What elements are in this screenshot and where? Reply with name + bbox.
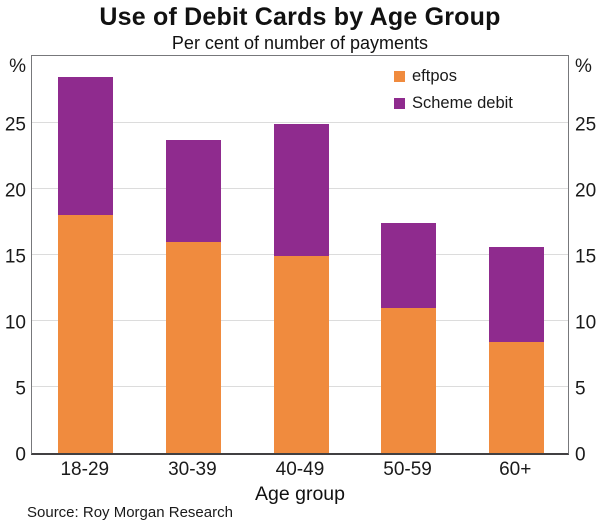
bar-segment-eftpos xyxy=(273,256,329,453)
bar-segment-eftpos xyxy=(381,307,437,453)
bar-segment-eftpos xyxy=(58,215,114,453)
y-tick-left-10: 10 xyxy=(4,312,26,334)
bar-18-29 xyxy=(58,76,114,453)
y-tick-left-0: 0 xyxy=(15,444,26,466)
x-tick-60-: 60+ xyxy=(499,459,532,480)
x-tick-30-39: 30-39 xyxy=(168,459,217,480)
x-tick-18-29: 18-29 xyxy=(60,459,110,480)
x-tick-50-59: 50-59 xyxy=(383,459,432,480)
bar-segment-scheme-debit xyxy=(58,76,114,216)
bar-segment-scheme-debit xyxy=(381,223,437,308)
y-tick-right-15: 15 xyxy=(575,246,597,268)
bar-segment-scheme-debit xyxy=(165,140,221,242)
x-tick-40-49: 40-49 xyxy=(275,459,325,480)
bar-segment-scheme-debit xyxy=(488,247,544,343)
legend-item-scheme-debit: Scheme debit xyxy=(394,94,513,114)
chart-title: Use of Debit Cards by Age Group xyxy=(99,3,501,31)
y-tick-left-15: 15 xyxy=(4,246,26,268)
legend-item-eftpos: eftpos xyxy=(394,67,513,87)
right-percent-label: % xyxy=(575,56,592,77)
legend-label-scheme-debit: Scheme debit xyxy=(412,93,513,112)
bar-60- xyxy=(488,247,544,453)
plot-area xyxy=(31,55,569,455)
legend-label-eftpos: eftpos xyxy=(412,67,457,85)
bar-segment-eftpos xyxy=(165,241,221,453)
y-tick-left-5: 5 xyxy=(15,378,26,400)
chart-subtitle: Per cent of number of payments xyxy=(171,33,429,53)
bar-segment-eftpos xyxy=(488,342,544,453)
eftpos-swatch xyxy=(394,71,405,83)
y-tick-right-25: 25 xyxy=(575,114,597,136)
gridline-25 xyxy=(32,121,568,123)
bar-segment-scheme-debit xyxy=(273,124,329,257)
y-tick-left-20: 20 xyxy=(4,180,26,202)
legend: eftpos Scheme debit xyxy=(394,67,513,114)
x-axis-title: Age group xyxy=(255,483,345,505)
y-tick-right-20: 20 xyxy=(575,180,597,202)
bar-30-39 xyxy=(165,140,221,453)
bar-40-49 xyxy=(273,124,329,453)
left-percent-label: % xyxy=(9,56,26,77)
source-note: Source: Roy Morgan Research xyxy=(27,504,233,521)
y-tick-right-0: 0 xyxy=(575,444,586,466)
y-tick-right-10: 10 xyxy=(575,312,597,334)
scheme-debit-swatch xyxy=(394,98,405,110)
y-tick-right-5: 5 xyxy=(575,378,586,400)
y-tick-left-25: 25 xyxy=(4,114,26,136)
bar-50-59 xyxy=(381,223,437,453)
